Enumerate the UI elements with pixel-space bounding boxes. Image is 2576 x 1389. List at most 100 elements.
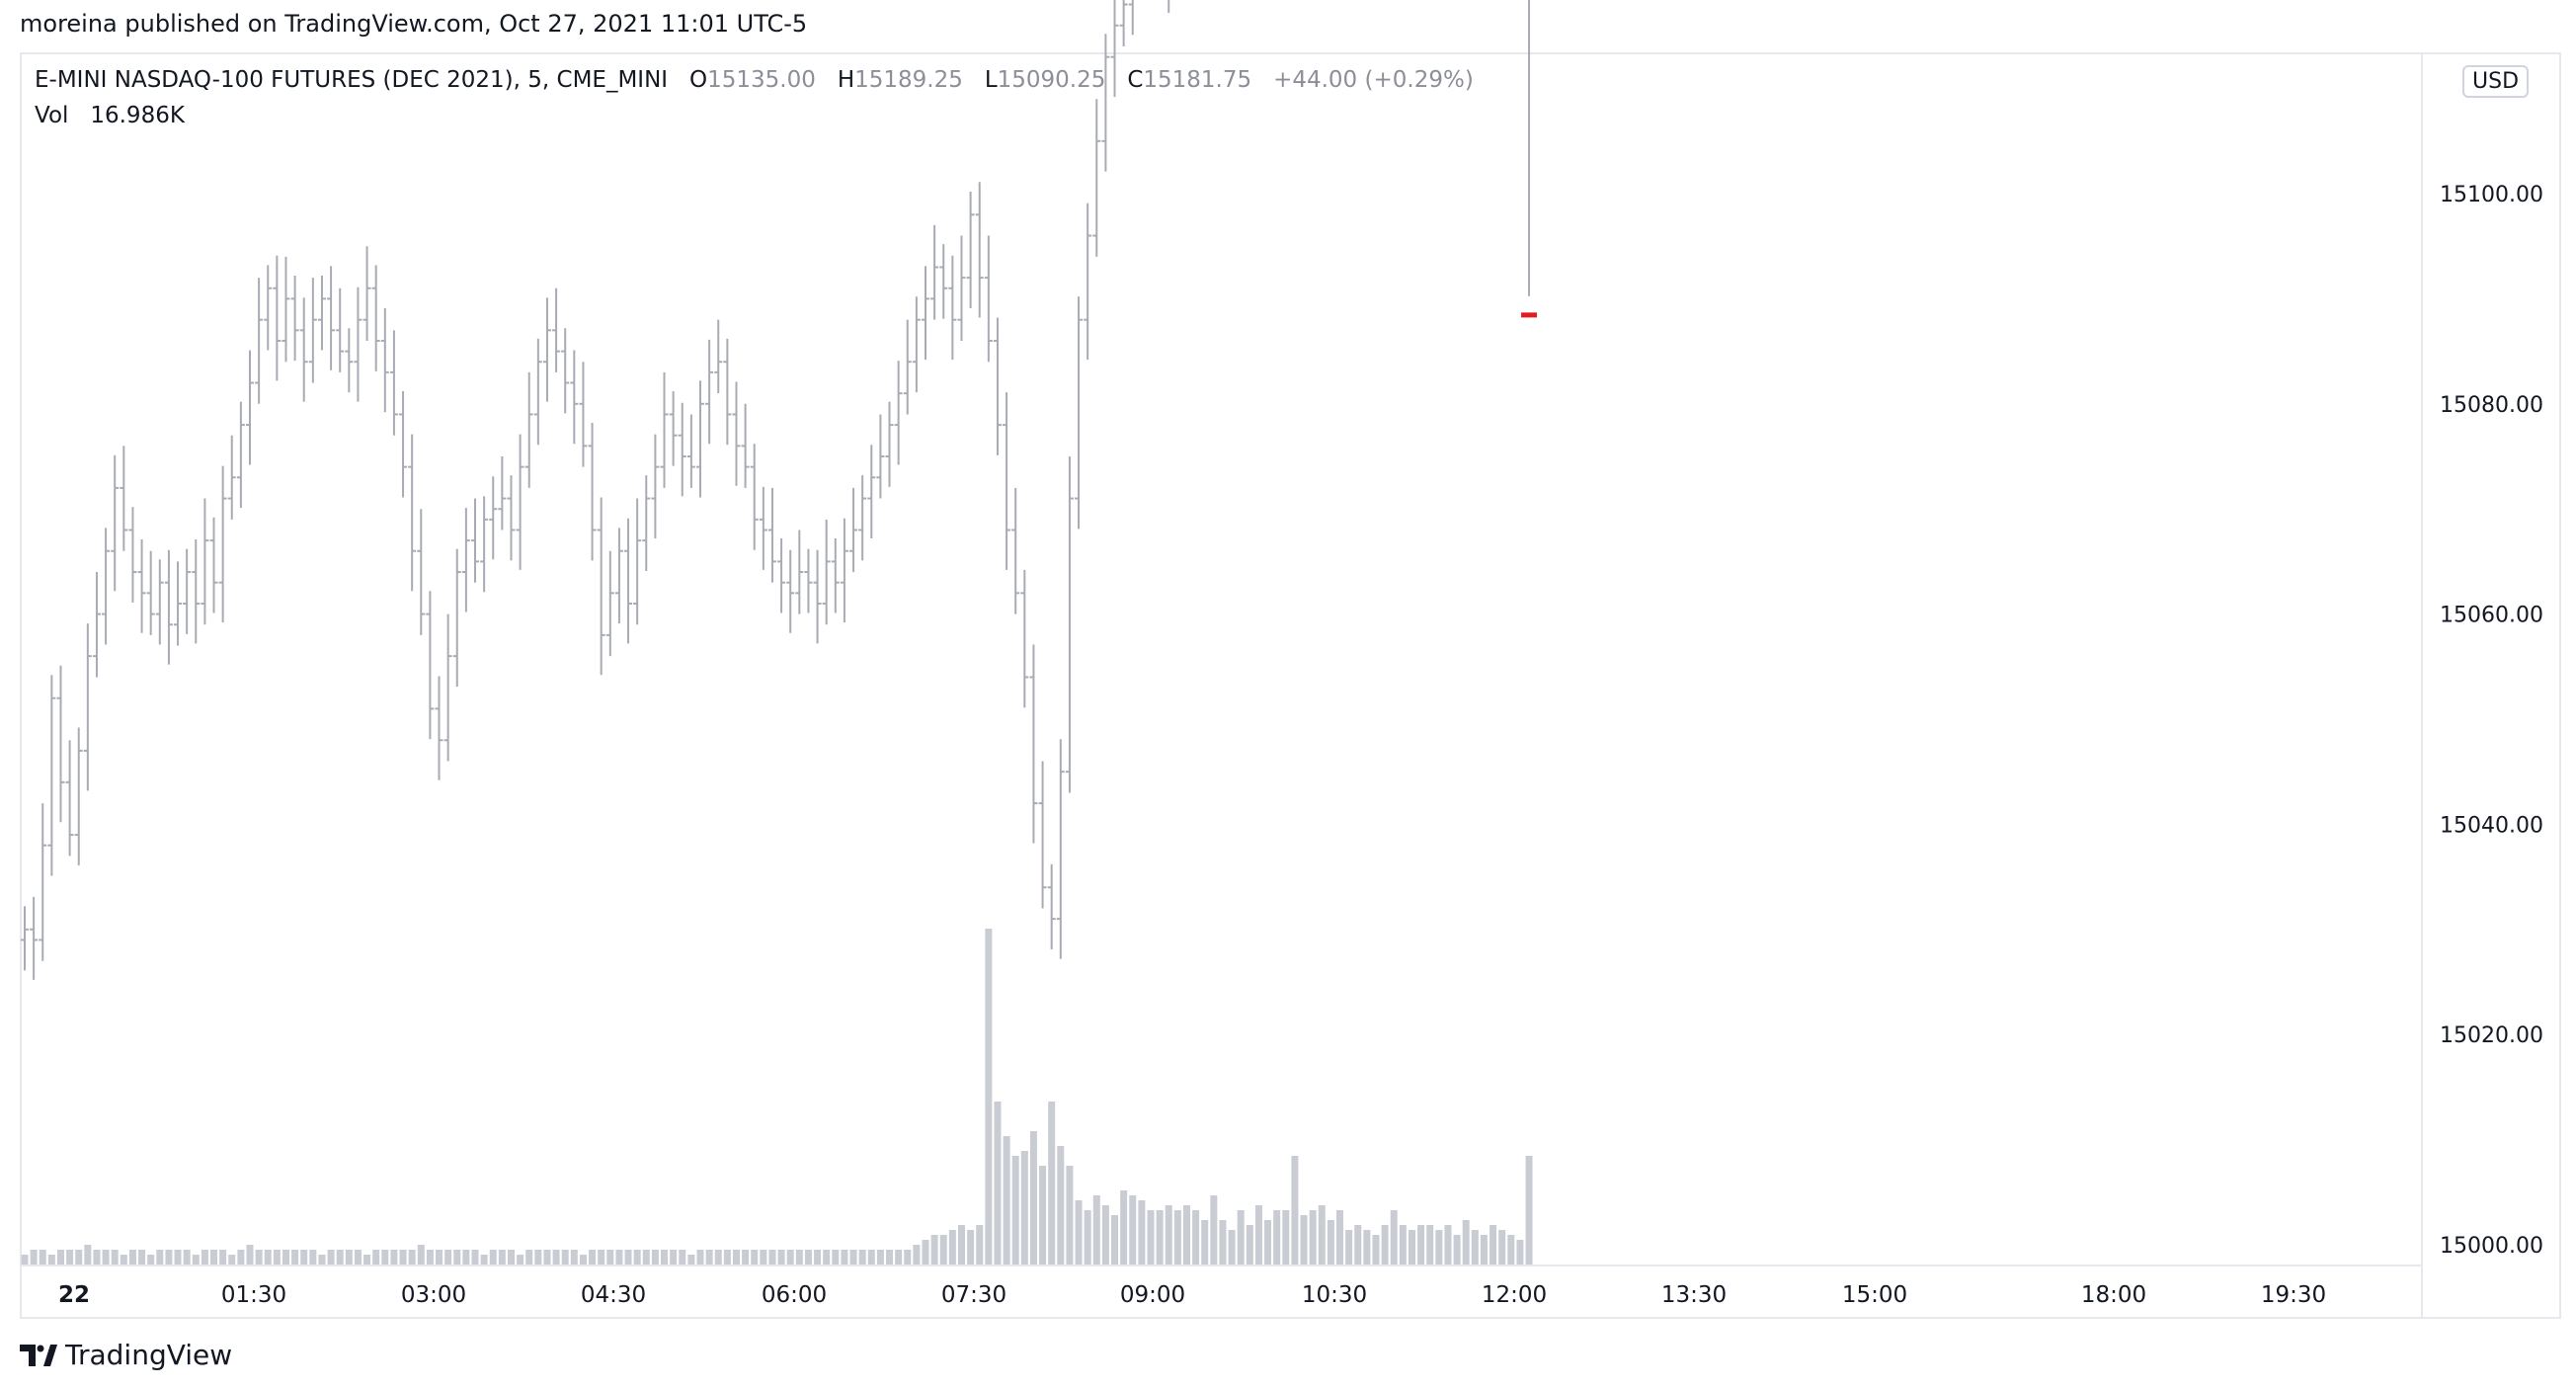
ohlc-bar[interactable] xyxy=(1011,487,1020,614)
ohlc-bar[interactable] xyxy=(1029,644,1038,844)
ohlc-bar[interactable] xyxy=(507,475,516,561)
ohlc-bar[interactable] xyxy=(1003,392,1011,570)
ohlc-bar[interactable] xyxy=(128,507,137,603)
ohlc-bar[interactable] xyxy=(894,361,903,465)
ohlc-bar[interactable] xyxy=(264,265,273,351)
currency-button[interactable]: USD xyxy=(2462,65,2530,98)
ohlc-bar[interactable] xyxy=(443,613,452,762)
ohlc-bar[interactable] xyxy=(336,287,345,372)
ohlc-bar[interactable] xyxy=(255,278,264,404)
ohlc-bar[interactable] xyxy=(605,550,614,657)
ohlc-bar[interactable] xyxy=(939,244,948,319)
price-axis[interactable]: 15000.00 15020.00 15040.00 15060.00 15080.00… xyxy=(2440,0,2543,1259)
ohlc-bar[interactable] xyxy=(47,675,56,876)
ohlc-bar[interactable] xyxy=(137,539,146,633)
ohlc-bar[interactable] xyxy=(849,487,858,573)
ohlc-bar[interactable] xyxy=(867,445,876,538)
ohlc-bar[interactable] xyxy=(480,496,489,593)
ohlc-bar[interactable] xyxy=(380,307,389,413)
ohlc-bar[interactable] xyxy=(767,487,776,583)
ohlc-bar[interactable] xyxy=(876,414,885,499)
ohlc-bar[interactable] xyxy=(308,278,317,383)
ohlc-bar[interactable] xyxy=(1525,0,1533,296)
ohlc-bar[interactable] xyxy=(174,561,183,646)
ohlc-bar[interactable] xyxy=(642,475,651,571)
ohlc-bar[interactable] xyxy=(714,319,723,394)
ohlc-bar[interactable] xyxy=(1056,739,1065,959)
ohlc-bar[interactable] xyxy=(1092,99,1101,257)
ohlc-bar[interactable] xyxy=(282,256,290,363)
ohlc-bar[interactable] xyxy=(1020,569,1029,708)
ohlc-bar[interactable] xyxy=(723,338,732,446)
ohlc-bar[interactable] xyxy=(426,591,435,740)
ohlc-bar[interactable] xyxy=(750,444,759,550)
ohlc-bar[interactable] xyxy=(804,548,813,613)
ohlc-bar[interactable] xyxy=(903,319,912,415)
ohlc-bar[interactable] xyxy=(201,498,209,625)
ohlc-bar[interactable] xyxy=(885,401,894,487)
ohlc-bar[interactable] xyxy=(579,362,588,467)
ohlc-bar[interactable] xyxy=(21,906,29,971)
ohlc-bar[interactable] xyxy=(327,266,336,370)
ohlc-bar[interactable] xyxy=(777,537,786,613)
ohlc-bar[interactable] xyxy=(858,475,867,561)
ohlc-bar[interactable] xyxy=(417,509,426,635)
ohlc-bar[interactable] xyxy=(1101,34,1110,172)
ohlc-bar[interactable] xyxy=(542,297,551,402)
ohlc-bar[interactable] xyxy=(984,235,993,363)
ohlc-bar[interactable] xyxy=(795,530,804,614)
ohlc-bar[interactable] xyxy=(966,191,975,308)
ohlc-bar[interactable] xyxy=(1047,863,1056,950)
ohlc-bar[interactable] xyxy=(461,508,470,613)
ohlc-bar[interactable] xyxy=(588,422,597,561)
ohlc-bar[interactable] xyxy=(83,623,92,791)
ohlc-bar[interactable] xyxy=(705,339,714,445)
symbol-title[interactable]: E-MINI NASDAQ-100 FUTURES (DEC 2021), 5,… xyxy=(35,67,669,93)
ohlc-bar[interactable] xyxy=(975,182,984,318)
ohlc-bar[interactable] xyxy=(1038,761,1047,909)
ohlc-bar[interactable] xyxy=(273,255,282,381)
ohlc-bar[interactable] xyxy=(1110,0,1119,98)
ohlc-bar[interactable] xyxy=(1084,203,1092,361)
ohlc-bar[interactable] xyxy=(371,265,380,371)
ohlc-bar[interactable] xyxy=(1119,0,1128,47)
ohlc-bar[interactable] xyxy=(227,435,236,520)
ohlc-bar[interactable] xyxy=(912,296,921,393)
ohlc-bar[interactable] xyxy=(948,255,957,361)
ohlc-bar[interactable] xyxy=(39,803,47,961)
ohlc-bar[interactable] xyxy=(354,286,362,402)
volume-label[interactable]: Vol xyxy=(35,103,69,128)
ohlc-bar[interactable] xyxy=(741,403,750,488)
ohlc-bar[interactable] xyxy=(570,350,579,445)
ohlc-bar[interactable] xyxy=(696,380,704,498)
ohlc-bar[interactable] xyxy=(1128,0,1137,36)
ohlc-bar[interactable] xyxy=(624,518,633,644)
ohlc-bar[interactable] xyxy=(597,497,605,676)
ohlc-bar[interactable] xyxy=(111,454,120,592)
ohlc-bar[interactable] xyxy=(164,549,173,665)
ohlc-bar[interactable] xyxy=(345,328,354,393)
ohlc-bar[interactable] xyxy=(435,676,443,780)
ohlc-bar[interactable] xyxy=(498,456,507,531)
ohlc-bar[interactable] xyxy=(452,548,461,688)
ohlc-bar[interactable] xyxy=(218,465,227,623)
ohlc-bar[interactable] xyxy=(813,549,822,644)
ohlc-bar[interactable] xyxy=(471,498,479,583)
ohlc-bar[interactable] xyxy=(786,549,795,633)
ohlc-bar[interactable] xyxy=(236,401,245,509)
ohlc-bar[interactable] xyxy=(651,434,660,538)
ohlc-bar[interactable] xyxy=(192,539,201,644)
ohlc-bar[interactable] xyxy=(732,381,741,486)
ohlc-bar[interactable] xyxy=(362,246,371,341)
ohlc-bar[interactable] xyxy=(1075,296,1084,530)
ohlc-bar[interactable] xyxy=(30,896,39,980)
ohlc-bar[interactable] xyxy=(102,528,111,645)
time-axis[interactable]: 22 01:30 03:00 04:30 06:00 07:30 09:00 10:30 12:… xyxy=(58,1282,2326,1308)
ohlc-bar[interactable] xyxy=(759,486,767,570)
ohlc-bar[interactable] xyxy=(930,224,939,320)
ohlc-bar[interactable] xyxy=(408,434,417,592)
ohlc-bar[interactable] xyxy=(552,287,561,372)
ohlc-bar[interactable] xyxy=(561,328,570,414)
ohlc-bar[interactable] xyxy=(993,317,1002,455)
ohlc-bar[interactable] xyxy=(299,297,308,402)
